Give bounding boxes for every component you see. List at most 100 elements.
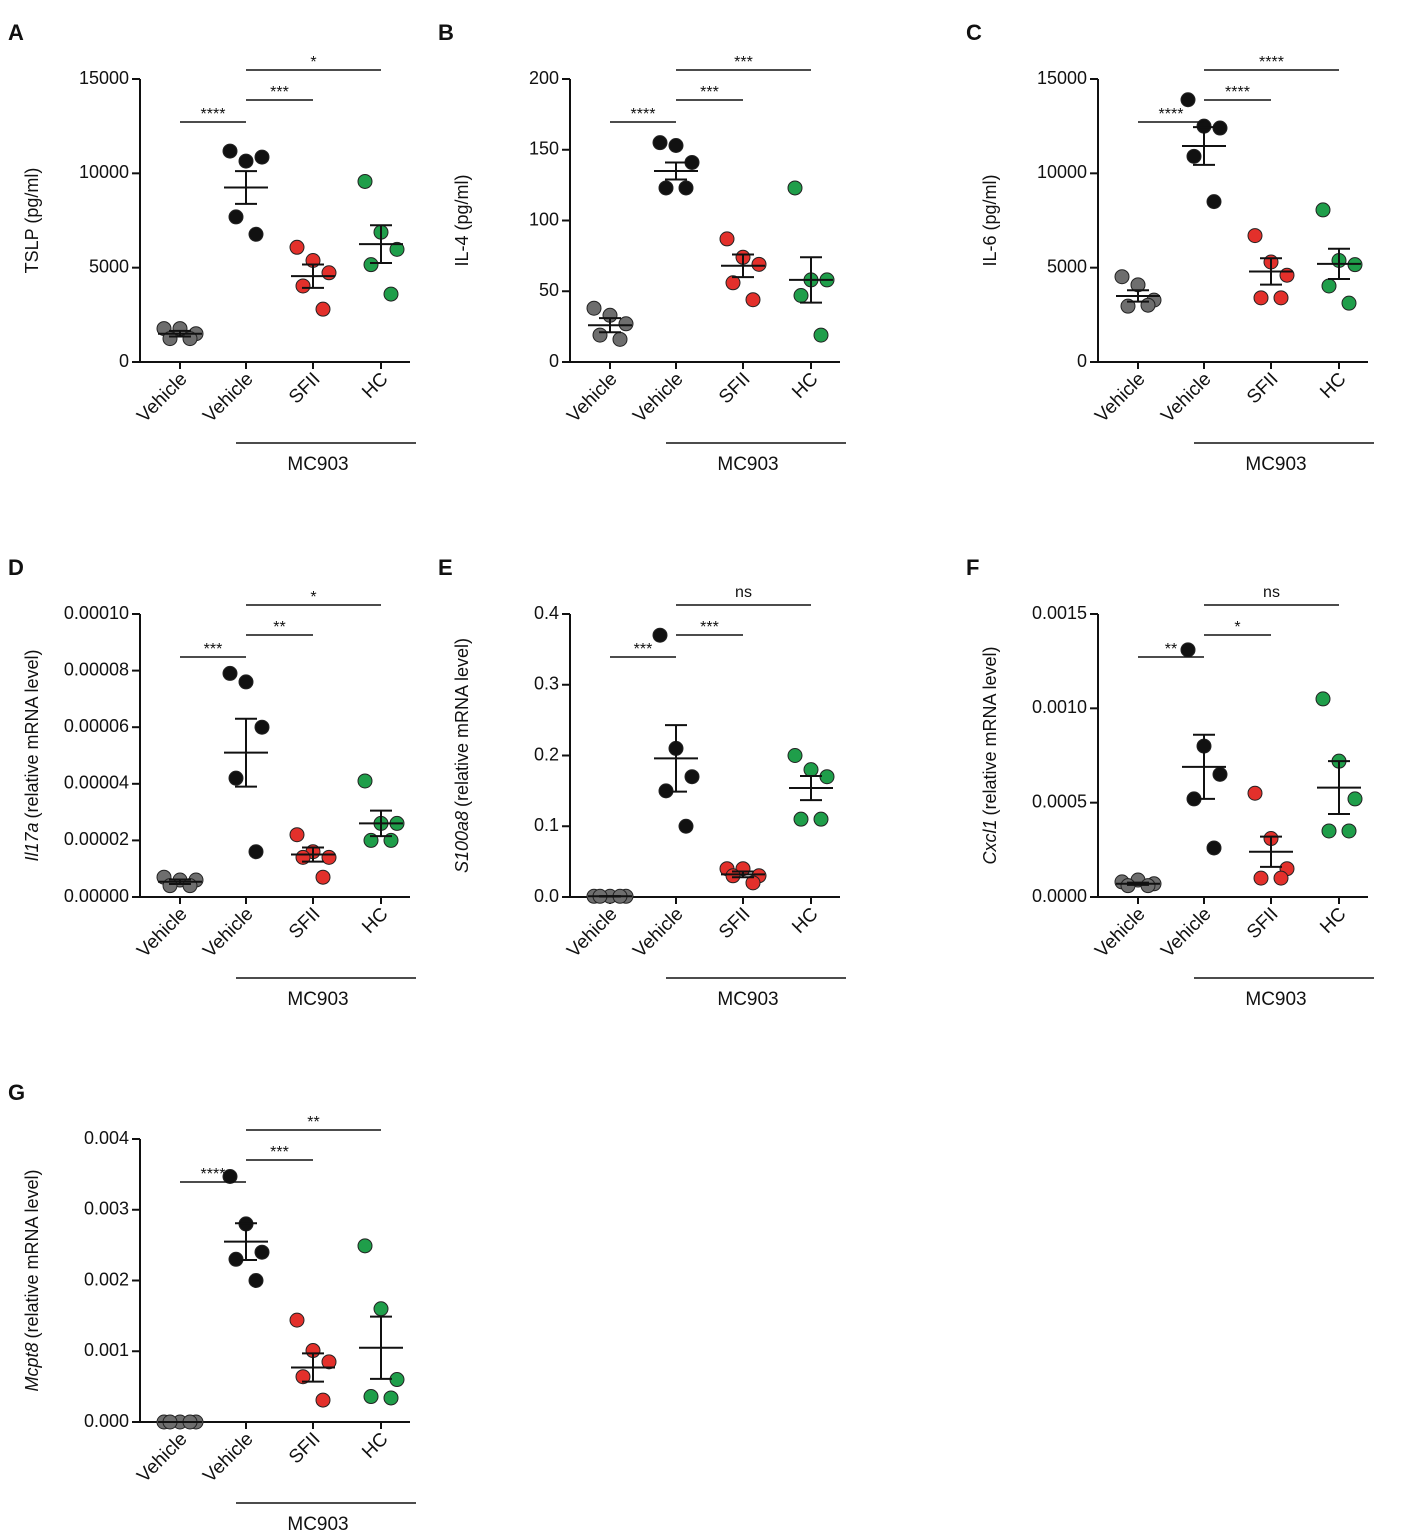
x-tick-label: HC [358, 1429, 392, 1463]
y-tick-label: 0.2 [534, 744, 559, 764]
data-point [238, 153, 254, 169]
y-axis-label: Mcpt8 (relative mRNA level) [22, 1169, 42, 1391]
data-point [1212, 120, 1228, 136]
x-tick-label: Vehicle [1091, 369, 1149, 427]
y-tick-label: 0 [1077, 351, 1087, 371]
data-point [389, 1372, 405, 1388]
data-point [357, 773, 373, 789]
y-axis-label: IL-6 (pg/ml) [980, 174, 1000, 266]
data-point [289, 1312, 305, 1328]
data-point [254, 149, 270, 165]
y-tick-label: 15000 [79, 68, 129, 88]
y-tick-label: 5000 [89, 256, 129, 276]
data-point [652, 627, 668, 643]
x-tick-label: Vehicle [133, 369, 191, 427]
data-point [678, 180, 694, 196]
y-axis-label-text: (relative mRNA level) [22, 1169, 42, 1338]
significance-label: ns [735, 584, 752, 601]
significance-label: ** [307, 1114, 319, 1131]
data-point [238, 674, 254, 690]
y-tick-label: 5000 [1047, 256, 1087, 276]
y-tick-label: 200 [529, 68, 559, 88]
x-tick-label: Vehicle [199, 1429, 257, 1487]
data-point [745, 875, 761, 891]
data-point [228, 770, 244, 786]
data-point [383, 1390, 399, 1406]
data-point [1247, 228, 1263, 244]
panel-letter: G [8, 1080, 25, 1105]
x-tick-label: Vehicle [1091, 904, 1149, 962]
y-tick-label: 0.00004 [64, 773, 129, 793]
data-point [652, 135, 668, 151]
group-label: MC903 [287, 454, 348, 475]
panel-letter: B [438, 20, 454, 45]
y-tick-label: 0.00002 [64, 829, 129, 849]
x-tick-label: Vehicle [133, 904, 191, 962]
data-point [321, 1354, 337, 1370]
chart-panel: D Il17a (relative mRNA level) 0.00000 0.0000… [8, 555, 416, 1010]
data-point [1212, 766, 1228, 782]
x-tick-label: HC [788, 904, 822, 938]
data-point [612, 331, 628, 347]
x-tick-label: Vehicle [563, 904, 621, 962]
x-tick-label: HC [788, 369, 822, 403]
x-tick-label: HC [1316, 904, 1350, 938]
data-point [357, 1238, 373, 1254]
y-tick-label: 10000 [79, 162, 129, 182]
chart-panel: C IL-6 (pg/ml) 0 5000 10000 15000 Vehicle Vehic… [966, 20, 1374, 475]
y-tick-label: 0.4 [534, 603, 559, 623]
x-tick-label: HC [358, 904, 392, 938]
y-tick-label: 0.0005 [1032, 791, 1087, 811]
data-point [684, 154, 700, 170]
y-tick-label: 50 [539, 280, 559, 300]
x-tick-label: SFII [285, 1429, 324, 1468]
significance-label: ** [1165, 641, 1177, 658]
panel-letter: C [966, 20, 982, 45]
y-axis-label-gene: Il17a [22, 823, 42, 862]
data-point [1253, 870, 1269, 886]
data-point [745, 292, 761, 308]
data-point [222, 143, 238, 159]
data-point [254, 719, 270, 735]
data-point [793, 811, 809, 827]
significance-label: ns [1263, 584, 1280, 601]
y-tick-label: 0.0000 [1032, 886, 1087, 906]
x-tick-label: Vehicle [1157, 904, 1215, 962]
y-axis-label-gene: Mcpt8 [22, 1343, 42, 1392]
y-tick-label: 15000 [1037, 68, 1087, 88]
y-tick-label: 0.00010 [64, 603, 129, 623]
data-point [254, 1244, 270, 1260]
chart-panel: B IL-4 (pg/ml) 0 50 100 150 200 Vehicle Vehicle S… [438, 20, 846, 475]
data-point [1120, 298, 1136, 314]
data-point [222, 1168, 238, 1184]
y-axis-label-gene: Cxcl1 [980, 820, 1000, 865]
data-point [289, 239, 305, 255]
significance-label: *** [270, 84, 289, 101]
y-tick-label: 10000 [1037, 162, 1087, 182]
y-axis-label: IL-4 (pg/ml) [452, 174, 472, 266]
data-point [813, 811, 829, 827]
data-point [321, 265, 337, 281]
y-axis-label-text: (relative mRNA level) [980, 646, 1000, 815]
x-tick-label: SFII [285, 369, 324, 408]
data-point [1315, 202, 1331, 218]
x-tick-label: Vehicle [563, 369, 621, 427]
significance-label: *** [270, 1144, 289, 1161]
panel-letter: D [8, 555, 24, 580]
y-tick-label: 0.00000 [64, 886, 129, 906]
data-point [1347, 791, 1363, 807]
x-tick-label: HC [358, 369, 392, 403]
y-tick-label: 0.003 [84, 1199, 129, 1219]
y-tick-label: 0.000 [84, 1411, 129, 1431]
chart-panel: E S100a8 (relative mRNA level) 0.0 0.1 0.2 0.3… [438, 555, 846, 1010]
data-point [321, 849, 337, 865]
significance-label: **** [1159, 106, 1184, 123]
group-label: MC903 [1245, 454, 1306, 475]
y-tick-label: 0 [119, 351, 129, 371]
chart-panel: A TSLP (pg/ml) 0 5000 10000 15000 Vehicle Vehic… [8, 20, 416, 475]
significance-label: **** [631, 106, 656, 123]
data-point [315, 869, 331, 885]
data-point [248, 844, 264, 860]
significance-label: **** [1259, 54, 1284, 71]
